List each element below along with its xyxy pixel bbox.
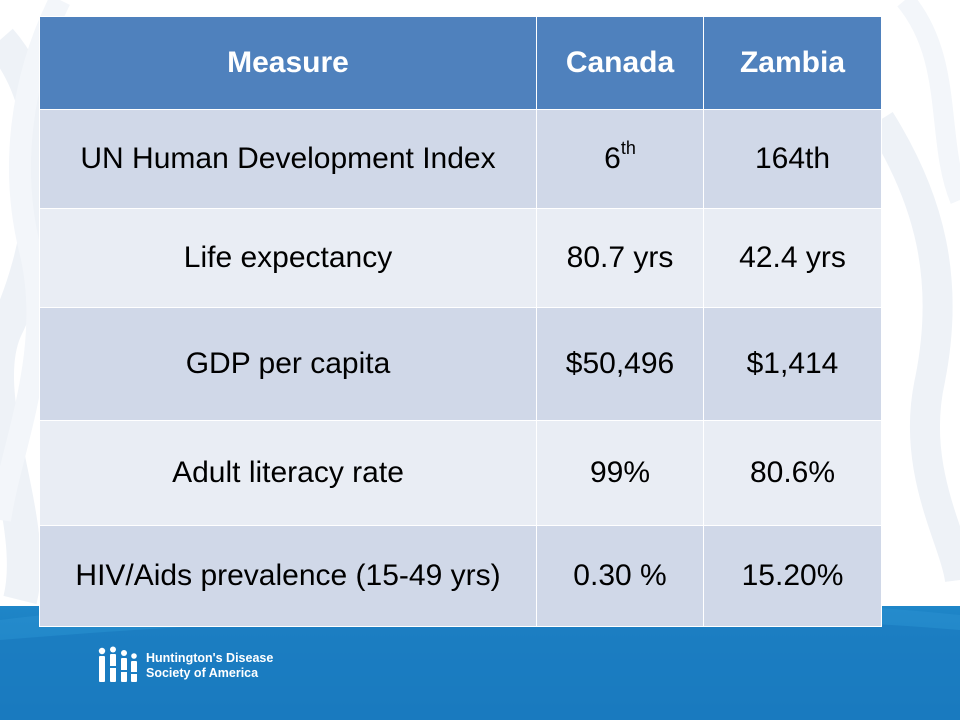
canada-cell: 0.30 %: [536, 525, 704, 627]
table-row: UN Human Development Index 6th 164th: [39, 109, 882, 209]
canada-cell: 80.7 yrs: [536, 208, 704, 308]
canada-value: 6: [604, 142, 621, 175]
header-measure: Measure: [39, 16, 537, 110]
logo-text: Huntington's Disease Society of America: [146, 651, 273, 681]
canada-cell: 99%: [536, 420, 704, 526]
zambia-cell: 42.4 yrs: [703, 208, 882, 308]
measure-cell: Adult literacy rate: [39, 420, 537, 526]
measure-cell: HIV/Aids prevalence (15-49 yrs): [39, 525, 537, 627]
table-header-row: Measure Canada Zambia: [39, 16, 882, 110]
measure-cell: UN Human Development Index: [39, 109, 537, 209]
zambia-cell: 80.6%: [703, 420, 882, 526]
table-row: HIV/Aids prevalence (15-49 yrs) 0.30 % 1…: [39, 525, 882, 627]
logo-line-2: Society of America: [146, 666, 259, 680]
canada-superscript: th: [620, 138, 636, 158]
zambia-cell: 164th: [703, 109, 882, 209]
header-canada: Canada: [536, 16, 704, 110]
canada-cell: $50,496: [536, 307, 704, 421]
table-row: Life expectancy 80.7 yrs 42.4 yrs: [39, 208, 882, 308]
logo-line-1: Huntington's Disease: [146, 651, 274, 665]
comparison-table: Measure Canada Zambia UN Human Developme…: [39, 16, 882, 627]
canada-cell: 6th: [536, 109, 704, 209]
header-zambia: Zambia: [703, 16, 882, 110]
measure-cell: GDP per capita: [39, 307, 537, 421]
table-row: Adult literacy rate 99% 80.6%: [39, 420, 882, 526]
zambia-cell: 15.20%: [703, 525, 882, 627]
hdsa-logo: Huntington's Disease Society of America: [96, 646, 273, 686]
hdsa-people-icon: [98, 646, 137, 682]
measure-cell: Life expectancy: [39, 208, 537, 308]
zambia-cell: $1,414: [703, 307, 882, 421]
table-row: GDP per capita $50,496 $1,414: [39, 307, 882, 421]
